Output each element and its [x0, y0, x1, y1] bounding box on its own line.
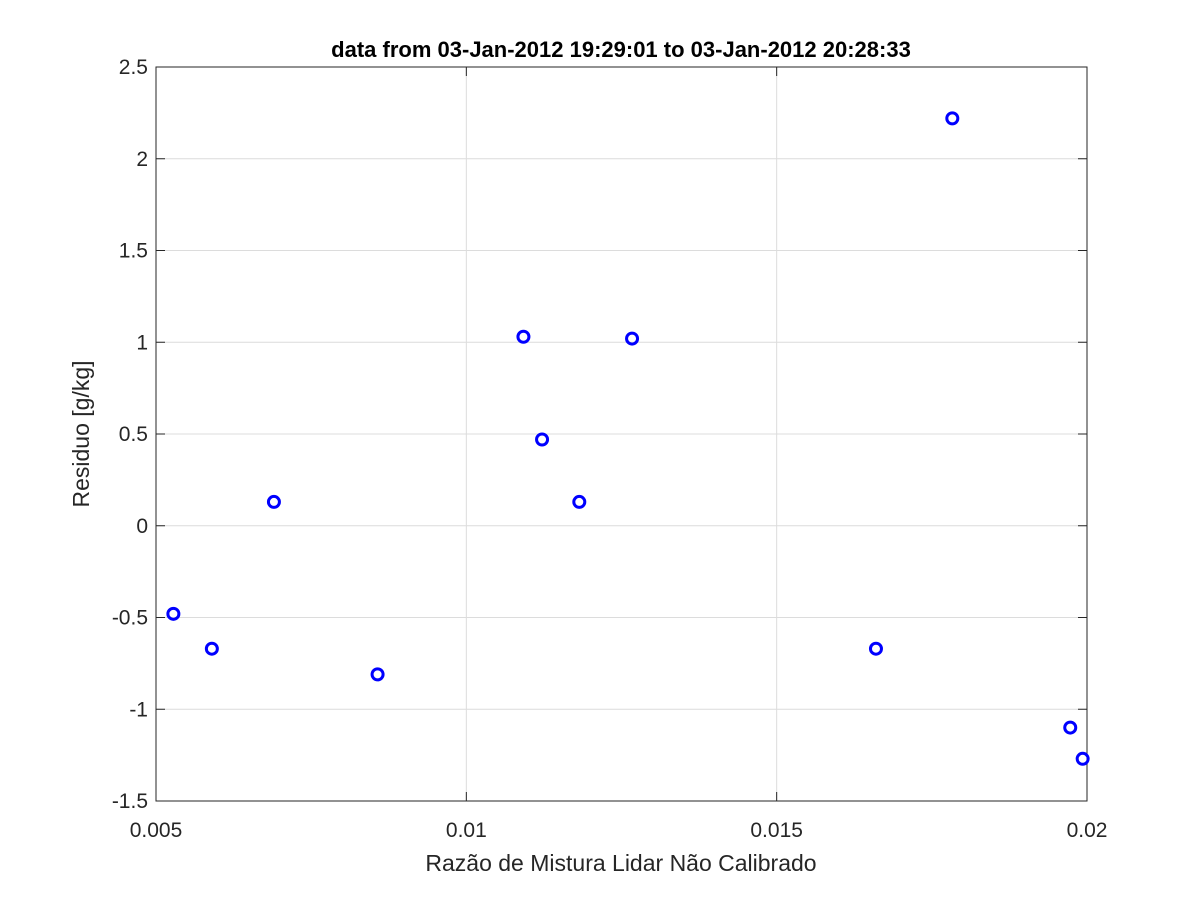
tick-marks — [155, 66, 1088, 802]
x-tick-labels: 0.005 0.01 0.015 0.02 — [130, 819, 1108, 842]
data-point — [370, 667, 385, 682]
y-axis-label: Residuo [g/kg] — [68, 360, 94, 507]
data-point — [535, 432, 550, 447]
data-point — [516, 329, 531, 344]
y-tick-label: -1.5 — [112, 790, 148, 813]
x-axis-label: Razão de Mistura Lidar Não Calibrado — [425, 850, 816, 876]
data-point — [1075, 751, 1090, 766]
data-point — [868, 641, 883, 656]
chart-title: data from 03-Jan-2012 19:29:01 to 03-Jan… — [331, 37, 911, 62]
y-tick-label: 0.5 — [119, 423, 148, 446]
grid-lines — [156, 67, 1087, 801]
data-points — [166, 111, 1090, 766]
y-tick-label: 2 — [136, 148, 148, 171]
data-point — [166, 606, 181, 621]
y-tick-label: 1 — [136, 331, 148, 354]
x-tick-label: 0.015 — [750, 819, 803, 842]
y-tick-label: 2.5 — [119, 56, 148, 79]
y-tick-label: 1.5 — [119, 240, 148, 263]
y-tick-label: -1 — [129, 698, 148, 721]
data-point — [204, 641, 219, 656]
x-tick-label: 0.005 — [130, 819, 183, 842]
y-tick-labels: -1.5 -1 -0.5 0 0.5 1 1.5 2 2.5 — [112, 56, 148, 813]
y-tick-label: 0 — [136, 515, 148, 538]
data-point — [1063, 720, 1078, 735]
y-tick-label: -0.5 — [112, 607, 148, 630]
data-point — [945, 111, 960, 126]
data-point — [572, 494, 587, 509]
x-tick-label: 0.01 — [446, 819, 487, 842]
x-tick-label: 0.02 — [1067, 819, 1108, 842]
data-point — [266, 494, 281, 509]
data-point — [625, 331, 640, 346]
